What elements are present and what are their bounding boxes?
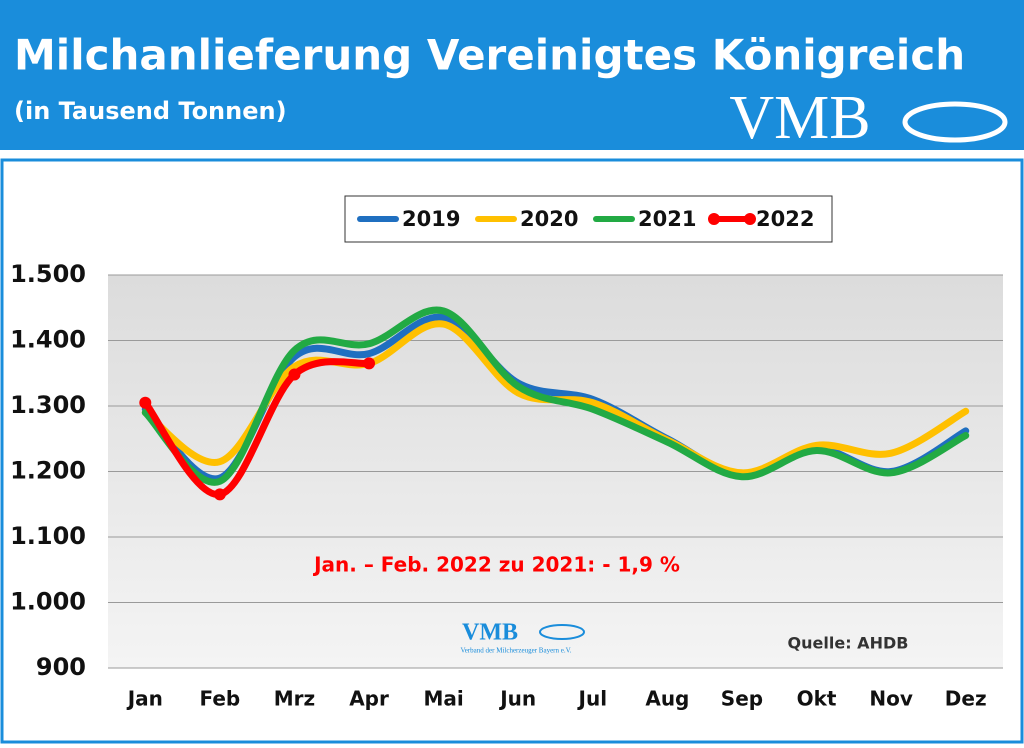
x-tick-label: Mrz [274, 687, 315, 711]
x-tick-label: Mai [423, 687, 463, 711]
legend-dot [744, 213, 756, 225]
y-tick-label: 1.200 [10, 457, 86, 485]
logo: VMB [729, 84, 870, 152]
data-point [213, 488, 226, 501]
y-tick-label: 1.100 [10, 522, 86, 550]
data-line [141, 306, 970, 486]
x-tick-label: Jun [498, 687, 536, 711]
legend-label: 2020 [520, 207, 578, 231]
y-tick-label: 1.000 [10, 588, 86, 616]
y-tick-label: 1.500 [10, 260, 86, 288]
source: Quelle: AHDB [788, 634, 909, 653]
y-tick-label: 1.300 [10, 391, 86, 419]
x-tick-label: Dez [945, 687, 987, 711]
legend-label: 2022 [756, 207, 814, 231]
annotation: Jan. – Feb. 2022 zu 2021: - 1,9 % [312, 553, 680, 577]
watermark-subtitle: Verband der Milcherzeuger Bayern e.V. [460, 647, 571, 655]
data-point [363, 357, 376, 370]
data-point [139, 396, 152, 409]
chart-subtitle: (in Tausend Tonnen) [14, 97, 287, 125]
logo-swirl [902, 101, 1008, 143]
legend-dot [708, 213, 720, 225]
x-tick-label: Nov [869, 687, 913, 711]
data-point [288, 368, 301, 381]
x-tick-label: Jan [126, 687, 163, 711]
legend-label: 2019 [402, 207, 460, 231]
x-tick-label: Apr [349, 687, 389, 711]
x-tick-label: Feb [200, 687, 241, 711]
x-tick-label: Sep [721, 687, 763, 711]
chart-title: Milchanlieferung Vereinigtes Königreich [14, 31, 965, 80]
x-tick-label: Jul [577, 687, 608, 711]
data-line [141, 358, 373, 498]
y-tick-label: 900 [36, 653, 86, 681]
legend-label: 2021 [638, 207, 696, 231]
x-tick-label: Okt [797, 687, 837, 711]
grid [108, 274, 1003, 669]
y-tick-label: 1.400 [10, 326, 86, 354]
watermark-swirl [539, 624, 585, 640]
lines [139, 306, 970, 501]
header-band [0, 0, 1024, 150]
watermark: VMB [462, 620, 518, 646]
x-tick-label: Aug [645, 687, 689, 711]
